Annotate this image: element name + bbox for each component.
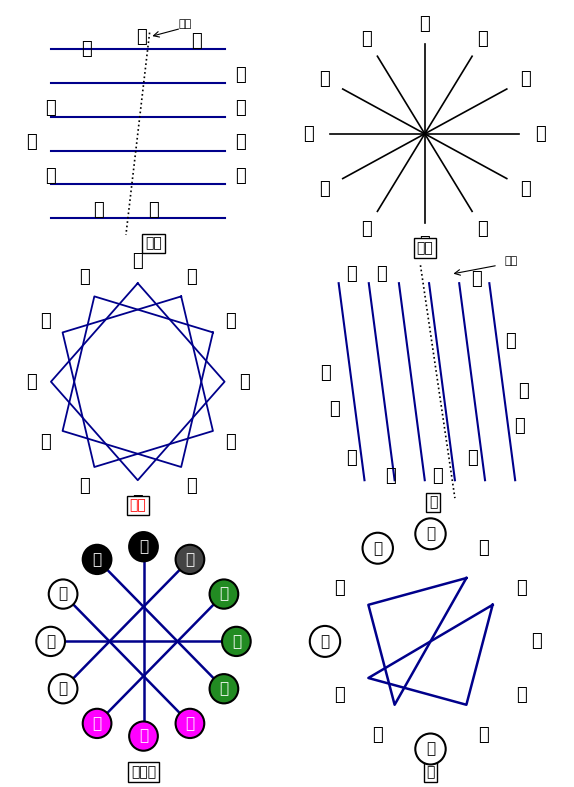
Text: 午: 午 [133, 493, 143, 512]
Text: 酉: 酉 [26, 133, 37, 151]
Text: 卯: 卯 [235, 99, 246, 117]
Text: 酉: 酉 [320, 634, 329, 649]
Text: 未: 未 [79, 478, 90, 495]
Text: 寅: 寅 [517, 578, 528, 597]
Text: 申: 申 [45, 167, 56, 185]
Circle shape [49, 674, 77, 704]
Text: 亥: 亥 [361, 30, 372, 47]
Text: 卯: 卯 [232, 634, 241, 649]
Text: 戌: 戌 [320, 364, 331, 382]
Text: 丑: 丑 [478, 539, 488, 557]
Text: 亥: 亥 [79, 268, 90, 286]
Text: 卯: 卯 [536, 125, 546, 142]
Text: 未: 未 [92, 716, 102, 731]
Text: 未: 未 [373, 726, 383, 744]
Text: 未: 未 [385, 467, 395, 485]
Text: 午: 午 [420, 235, 430, 253]
Circle shape [416, 519, 445, 549]
Text: 巳: 巳 [185, 716, 195, 731]
Circle shape [83, 709, 111, 738]
Text: 辰: 辰 [520, 179, 531, 198]
Circle shape [210, 579, 238, 608]
Text: 午: 午 [148, 201, 159, 219]
Circle shape [210, 674, 238, 704]
Text: 寅: 寅 [219, 586, 228, 601]
Circle shape [83, 545, 111, 574]
Text: 寅: 寅 [235, 66, 246, 83]
Text: 卯: 卯 [239, 373, 250, 390]
Text: 寅: 寅 [520, 70, 531, 88]
Text: 卯: 卯 [530, 633, 541, 650]
Text: 亥: 亥 [81, 40, 92, 58]
Text: 申: 申 [59, 682, 68, 696]
Text: 戌: 戌 [319, 70, 329, 88]
Text: 刑: 刑 [426, 765, 435, 779]
Text: 酉: 酉 [26, 373, 37, 390]
Text: 戌: 戌 [59, 586, 68, 601]
Text: 半会: 半会 [129, 498, 146, 512]
Text: 申: 申 [346, 449, 357, 467]
Text: 子: 子 [420, 15, 430, 33]
Text: 申: 申 [319, 179, 329, 198]
Text: 地軸: 地軸 [179, 19, 192, 29]
Circle shape [176, 545, 204, 574]
Text: 戌: 戌 [45, 99, 56, 117]
Circle shape [49, 579, 77, 608]
Text: 寅: 寅 [506, 332, 516, 350]
Text: 未: 未 [93, 201, 104, 219]
Text: 丑: 丑 [185, 268, 196, 286]
Circle shape [176, 709, 204, 738]
Text: 酉: 酉 [303, 125, 314, 142]
Text: 亥: 亥 [92, 552, 102, 567]
Text: 辰: 辰 [514, 417, 525, 435]
Text: 申: 申 [40, 433, 51, 451]
Text: 戌: 戌 [333, 578, 344, 597]
Text: 子: 子 [139, 539, 148, 554]
Text: 辰: 辰 [517, 686, 528, 704]
Text: 未: 未 [361, 220, 372, 238]
Text: 酉: 酉 [46, 634, 55, 649]
Text: 寅: 寅 [224, 312, 235, 331]
Text: 巳: 巳 [478, 726, 488, 744]
Text: 巳: 巳 [185, 478, 196, 495]
Text: 巳: 巳 [235, 167, 246, 185]
Circle shape [129, 722, 158, 751]
Text: 辰: 辰 [219, 682, 228, 696]
Text: 午: 午 [432, 467, 443, 485]
Text: 卯: 卯 [518, 382, 529, 400]
Text: 子: 子 [426, 527, 435, 541]
Text: 丑: 丑 [192, 32, 202, 50]
Circle shape [222, 626, 251, 656]
Circle shape [36, 626, 65, 656]
Text: 亥: 亥 [373, 541, 382, 556]
Text: 午: 午 [426, 741, 435, 756]
Circle shape [416, 733, 445, 764]
Text: 亥: 亥 [346, 265, 357, 283]
Text: 支合: 支合 [145, 236, 162, 250]
Text: 子: 子 [137, 28, 147, 46]
Text: 地軸: 地軸 [504, 256, 518, 266]
Text: 害: 害 [429, 496, 437, 510]
Text: 酉: 酉 [329, 400, 340, 418]
Text: 巳: 巳 [467, 449, 478, 467]
Text: 巳: 巳 [478, 220, 488, 238]
Text: 冲動: 冲動 [416, 241, 433, 255]
Text: 子: 子 [133, 252, 143, 270]
Text: 戌: 戌 [40, 312, 51, 331]
Text: 子: 子 [377, 265, 387, 283]
Text: 辰: 辰 [235, 133, 246, 151]
Text: 午: 午 [139, 729, 148, 744]
Circle shape [129, 532, 158, 561]
Text: 辰: 辰 [224, 433, 235, 451]
Circle shape [363, 533, 393, 563]
Text: 方三位: 方三位 [131, 765, 156, 779]
Text: 丑: 丑 [185, 552, 195, 567]
Text: 丑: 丑 [478, 30, 488, 47]
Circle shape [310, 626, 340, 657]
Text: 申: 申 [333, 686, 344, 704]
Text: 丑: 丑 [471, 270, 482, 288]
